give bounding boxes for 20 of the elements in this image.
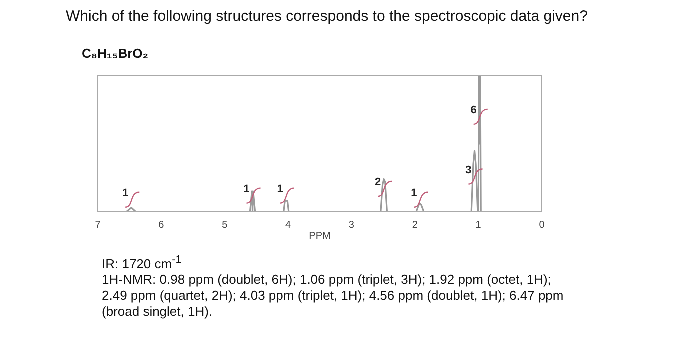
- x-tick-label: 0: [539, 220, 546, 231]
- annotation: 2: [374, 176, 382, 189]
- x-tick-label: 6: [158, 220, 165, 231]
- annotation: 1: [277, 183, 284, 196]
- chart-subtitle: C₈H₁₅BrO₂: [82, 46, 149, 61]
- annotation: 1: [122, 187, 129, 200]
- x-tick-label: 2: [412, 220, 418, 231]
- text: 1H-NMR: 0.98 ppm (doublet, 6H); 1.06 ppm (triplet, 3H); 1.92 ppm (octet, 1H); 2.49 ppm (quartet, 2H); 4.03 ppm (triplet, 1H); 4.56 ppm (doublet, 1H); 6.47 ppm (broad singlet, 1H).: [102, 272, 565, 320]
- annotation: 6: [470, 104, 477, 116]
- annotation: 1: [411, 187, 418, 200]
- x-tick-label: 5: [222, 220, 228, 231]
- chart-title: Which of the following structures corresponds to the spectroscopic data given?: [66, 8, 588, 25]
- x-axis-title: PPM: [309, 230, 331, 242]
- x-tick-label: 1: [476, 220, 482, 231]
- x-tick-label: 7: [95, 220, 102, 231]
- text: IR: 1720 cm$^{-1}$: [102, 253, 183, 272]
- annotation: 3: [466, 164, 472, 176]
- x-tick-label: 4: [286, 220, 292, 231]
- x-tick-label: 3: [348, 220, 355, 231]
- annotation: 1: [244, 183, 250, 196]
